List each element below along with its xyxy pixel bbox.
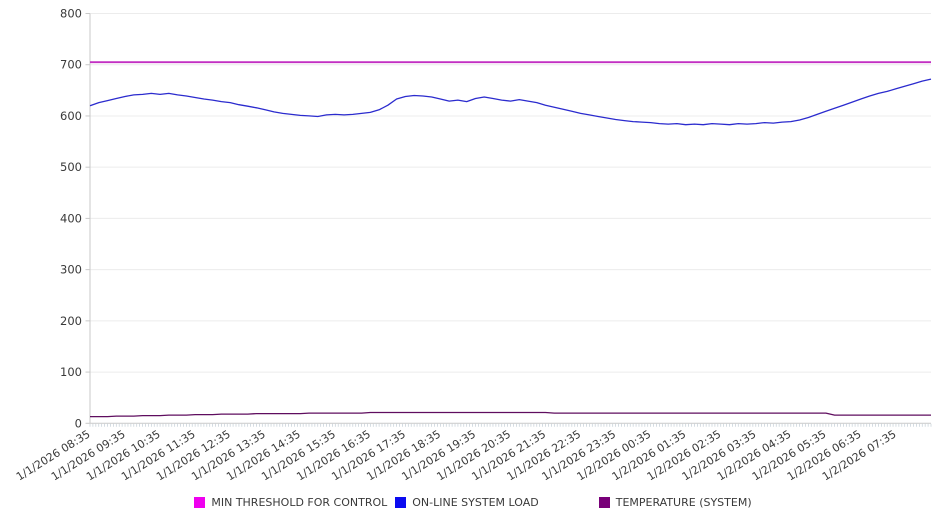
y-axis-label: 600 — [60, 109, 82, 123]
legend-item-min-threshold[interactable]: MIN THRESHOLD FOR CONTROL — [194, 496, 387, 509]
y-axis-label: 500 — [60, 160, 82, 174]
y-axis-label: 0 — [75, 416, 82, 430]
legend-label-temperature: TEMPERATURE (SYSTEM) — [615, 496, 752, 509]
y-axis-label: 300 — [60, 263, 82, 277]
y-axis-label: 400 — [60, 211, 82, 225]
y-axis-label: 800 — [60, 7, 82, 21]
series-line-1-on-line-system-load — [89, 78, 932, 126]
series-line-2-temperature-system- — [90, 411, 931, 418]
legend-swatch-magenta — [194, 497, 206, 508]
legend-label-min-threshold: MIN THRESHOLD FOR CONTROL — [211, 496, 388, 509]
legend-swatch-blue — [395, 497, 407, 508]
legend-swatch-purple — [598, 497, 610, 508]
y-axis-label: 100 — [60, 365, 82, 379]
y-axis-label: 200 — [60, 314, 82, 328]
legend-label-system-load: ON-LINE SYSTEM LOAD — [412, 496, 539, 509]
legend-item-temperature[interactable]: TEMPERATURE (SYSTEM) — [598, 496, 752, 509]
legend-item-system-load[interactable]: ON-LINE SYSTEM LOAD — [395, 496, 539, 509]
chart-legend: MIN THRESHOLD FOR CONTROL ON-LINE SYSTEM… — [0, 496, 946, 509]
y-axis-label: 700 — [60, 58, 82, 72]
